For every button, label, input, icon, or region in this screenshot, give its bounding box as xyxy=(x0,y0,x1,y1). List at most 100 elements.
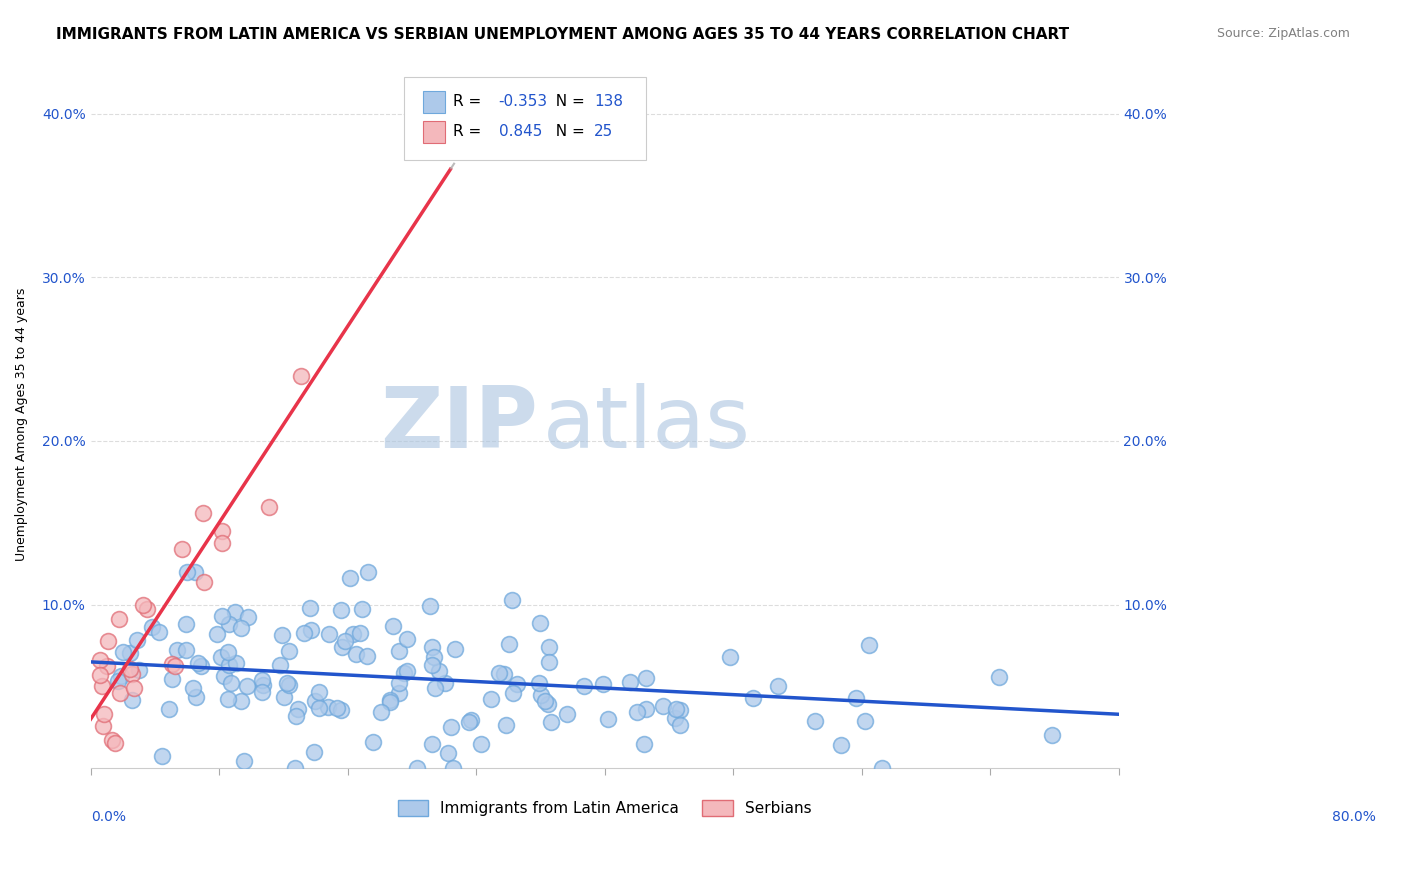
Point xyxy=(440,720,463,734)
Text: IMMIGRANTS FROM LATIN AMERICA VS SERBIAN UNEMPLOYMENT AMONG AGES 35 TO 44 YEARS : IMMIGRANTS FROM LATIN AMERICA VS SERBIAN… xyxy=(56,27,1070,42)
Point xyxy=(205,627,228,641)
Point xyxy=(308,684,330,698)
Point xyxy=(96,658,118,673)
Point xyxy=(186,690,208,704)
Point xyxy=(423,650,446,665)
Text: N =: N = xyxy=(546,94,589,109)
Point xyxy=(443,642,465,657)
Point xyxy=(592,677,614,691)
Point xyxy=(136,601,159,615)
Point xyxy=(669,703,692,717)
Point xyxy=(845,690,868,705)
Point xyxy=(457,715,479,730)
Point xyxy=(636,702,658,716)
FancyBboxPatch shape xyxy=(423,120,446,143)
Point xyxy=(329,703,352,717)
Point xyxy=(388,644,411,658)
Point xyxy=(330,603,353,617)
Point xyxy=(150,748,173,763)
Point xyxy=(350,602,373,616)
Point xyxy=(89,668,111,682)
Text: 0.845: 0.845 xyxy=(499,124,543,138)
Point xyxy=(107,673,129,688)
Legend: Immigrants from Latin America, Serbians: Immigrants from Latin America, Serbians xyxy=(391,794,818,822)
Point xyxy=(290,368,312,383)
Point xyxy=(988,670,1011,684)
Point xyxy=(406,761,429,775)
Point xyxy=(232,754,254,768)
Point xyxy=(363,735,385,749)
Text: N =: N = xyxy=(546,124,589,138)
Point xyxy=(420,640,443,654)
Point xyxy=(209,650,232,665)
Point xyxy=(665,701,688,715)
Point xyxy=(529,615,551,630)
Point xyxy=(596,712,619,726)
Point xyxy=(122,681,145,695)
Point xyxy=(492,667,515,681)
Text: 80.0%: 80.0% xyxy=(1331,810,1375,823)
Point xyxy=(382,619,405,633)
Point xyxy=(633,737,655,751)
Point xyxy=(527,675,550,690)
Point xyxy=(530,688,553,702)
Point xyxy=(193,574,215,589)
Point xyxy=(93,707,115,722)
Point xyxy=(157,702,180,716)
Point xyxy=(160,672,183,686)
Point xyxy=(533,694,555,708)
Text: 0.0%: 0.0% xyxy=(90,810,125,823)
Point xyxy=(388,686,411,700)
Point xyxy=(218,658,240,673)
Point xyxy=(225,656,247,670)
Point xyxy=(488,665,510,680)
Point xyxy=(287,701,309,715)
Point xyxy=(537,697,560,711)
Point xyxy=(212,669,235,683)
Point xyxy=(250,685,273,699)
Point xyxy=(172,541,194,556)
Point xyxy=(118,662,141,676)
Point xyxy=(174,617,197,632)
Point xyxy=(252,678,274,692)
Point xyxy=(853,714,876,729)
Point xyxy=(342,626,364,640)
Text: atlas: atlas xyxy=(543,383,751,467)
Point xyxy=(830,738,852,752)
Point xyxy=(190,659,212,673)
Point xyxy=(110,669,132,683)
Point xyxy=(420,657,443,672)
Point xyxy=(224,605,246,619)
Point xyxy=(803,714,825,728)
Point xyxy=(378,695,401,709)
Point xyxy=(229,621,252,635)
Point xyxy=(318,627,340,641)
Point xyxy=(651,698,673,713)
Point xyxy=(498,637,520,651)
Point xyxy=(160,657,183,671)
Point xyxy=(236,679,259,693)
Point xyxy=(165,659,187,673)
Point xyxy=(217,691,239,706)
Point xyxy=(91,719,114,733)
Point xyxy=(356,648,378,663)
Point xyxy=(506,677,529,691)
Point xyxy=(479,692,502,706)
Point xyxy=(89,653,111,667)
Point xyxy=(183,681,205,695)
Point xyxy=(121,693,143,707)
Point xyxy=(112,645,135,659)
Point xyxy=(664,711,686,725)
Point xyxy=(271,628,294,642)
Point xyxy=(540,715,562,730)
Point xyxy=(470,737,492,751)
Point xyxy=(191,506,214,520)
Point xyxy=(392,665,415,680)
Point xyxy=(718,650,741,665)
Text: -0.353: -0.353 xyxy=(499,94,548,109)
Text: R =: R = xyxy=(454,94,486,109)
Text: Source: ZipAtlas.com: Source: ZipAtlas.com xyxy=(1216,27,1350,40)
Point xyxy=(284,761,307,775)
Point xyxy=(388,675,411,690)
Point xyxy=(299,623,322,637)
